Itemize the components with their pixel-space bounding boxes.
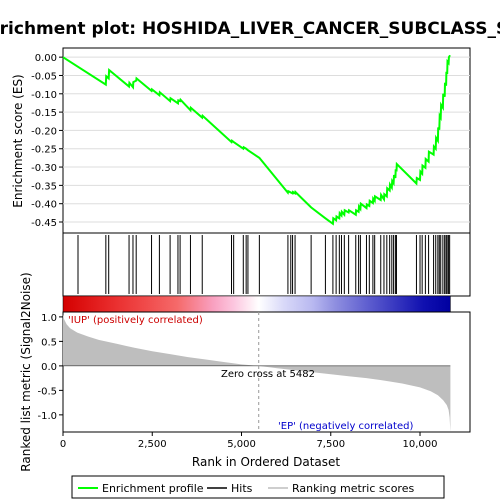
negative-correlation-label: 'EP' (negatively correlated) — [278, 421, 413, 432]
metric-x-tick-label: 0 — [60, 439, 66, 450]
metric-y-tick-label: 0.0 — [41, 362, 57, 373]
ranking-metric-area — [63, 314, 451, 432]
metric-y-tick-label: 0.5 — [41, 337, 57, 348]
metric-x-tick-label: 10,000 — [403, 439, 438, 450]
metric-x-tick-label: 7,500 — [316, 439, 345, 450]
legend-label-ranking-metric: Ranking metric scores — [292, 482, 414, 495]
chart-title: Enrichment plot: HOSHIDA_LIVER_CANCER_SU… — [0, 19, 500, 39]
hits-marks — [77, 235, 451, 294]
es-y-tick-label: -0.45 — [31, 218, 57, 229]
es-y-tick-label: -0.30 — [31, 163, 57, 174]
es-panel-frame — [62, 47, 471, 234]
es-y-tick-label: -0.25 — [31, 145, 57, 156]
es-y-tick-label: -0.40 — [31, 200, 57, 211]
metric-x-ticks: 0 2,500 5,000 7,500 10,000 — [60, 432, 438, 450]
es-y-tick-label: -0.20 — [31, 126, 57, 137]
metric-y-axis-label: Ranked list metric (Signal2Noise) — [19, 272, 33, 471]
es-y-tick-label: -0.05 — [31, 71, 57, 82]
zero-cross-label: Zero cross at 5482 — [221, 369, 315, 380]
es-y-tick-label: -0.15 — [31, 108, 57, 119]
metric-y-ticks: 1.0 0.5 0.0 -0.5 -1.0 — [37, 313, 63, 422]
rank-colorbar — [62, 295, 451, 313]
hits-panel-frame — [62, 232, 471, 297]
es-y-ticks: 0.00 -0.05 -0.10 -0.15 -0.20 -0.25 -0.30 -0.35 -… — [31, 53, 63, 229]
es-gridlines — [63, 56, 470, 223]
metric-x-tick-label: 2,500 — [138, 439, 167, 450]
metric-y-tick-label: 1.0 — [41, 313, 57, 324]
legend: Enrichment profile Hits Ranking metric s… — [71, 475, 445, 499]
es-y-tick-label: -0.10 — [31, 90, 57, 101]
es-y-tick-label: -0.35 — [31, 181, 57, 192]
es-y-axis-label: Enrichment score (ES) — [11, 74, 25, 207]
metric-x-tick-label: 5,000 — [227, 439, 256, 450]
metric-y-tick-label: -1.0 — [37, 411, 57, 422]
es-y-tick-label: 0.00 — [35, 53, 57, 64]
legend-frame — [71, 475, 445, 499]
positive-correlation-label: 'IUP' (positively correlated) — [68, 315, 203, 326]
legend-label-hits: Hits — [231, 482, 253, 495]
x-axis-label: Rank in Ordered Dataset — [192, 455, 340, 469]
enrichment-profile-line — [62, 54, 451, 226]
legend-label-enrichment-profile: Enrichment profile — [102, 482, 204, 495]
metric-y-tick-label: -0.5 — [37, 386, 57, 397]
